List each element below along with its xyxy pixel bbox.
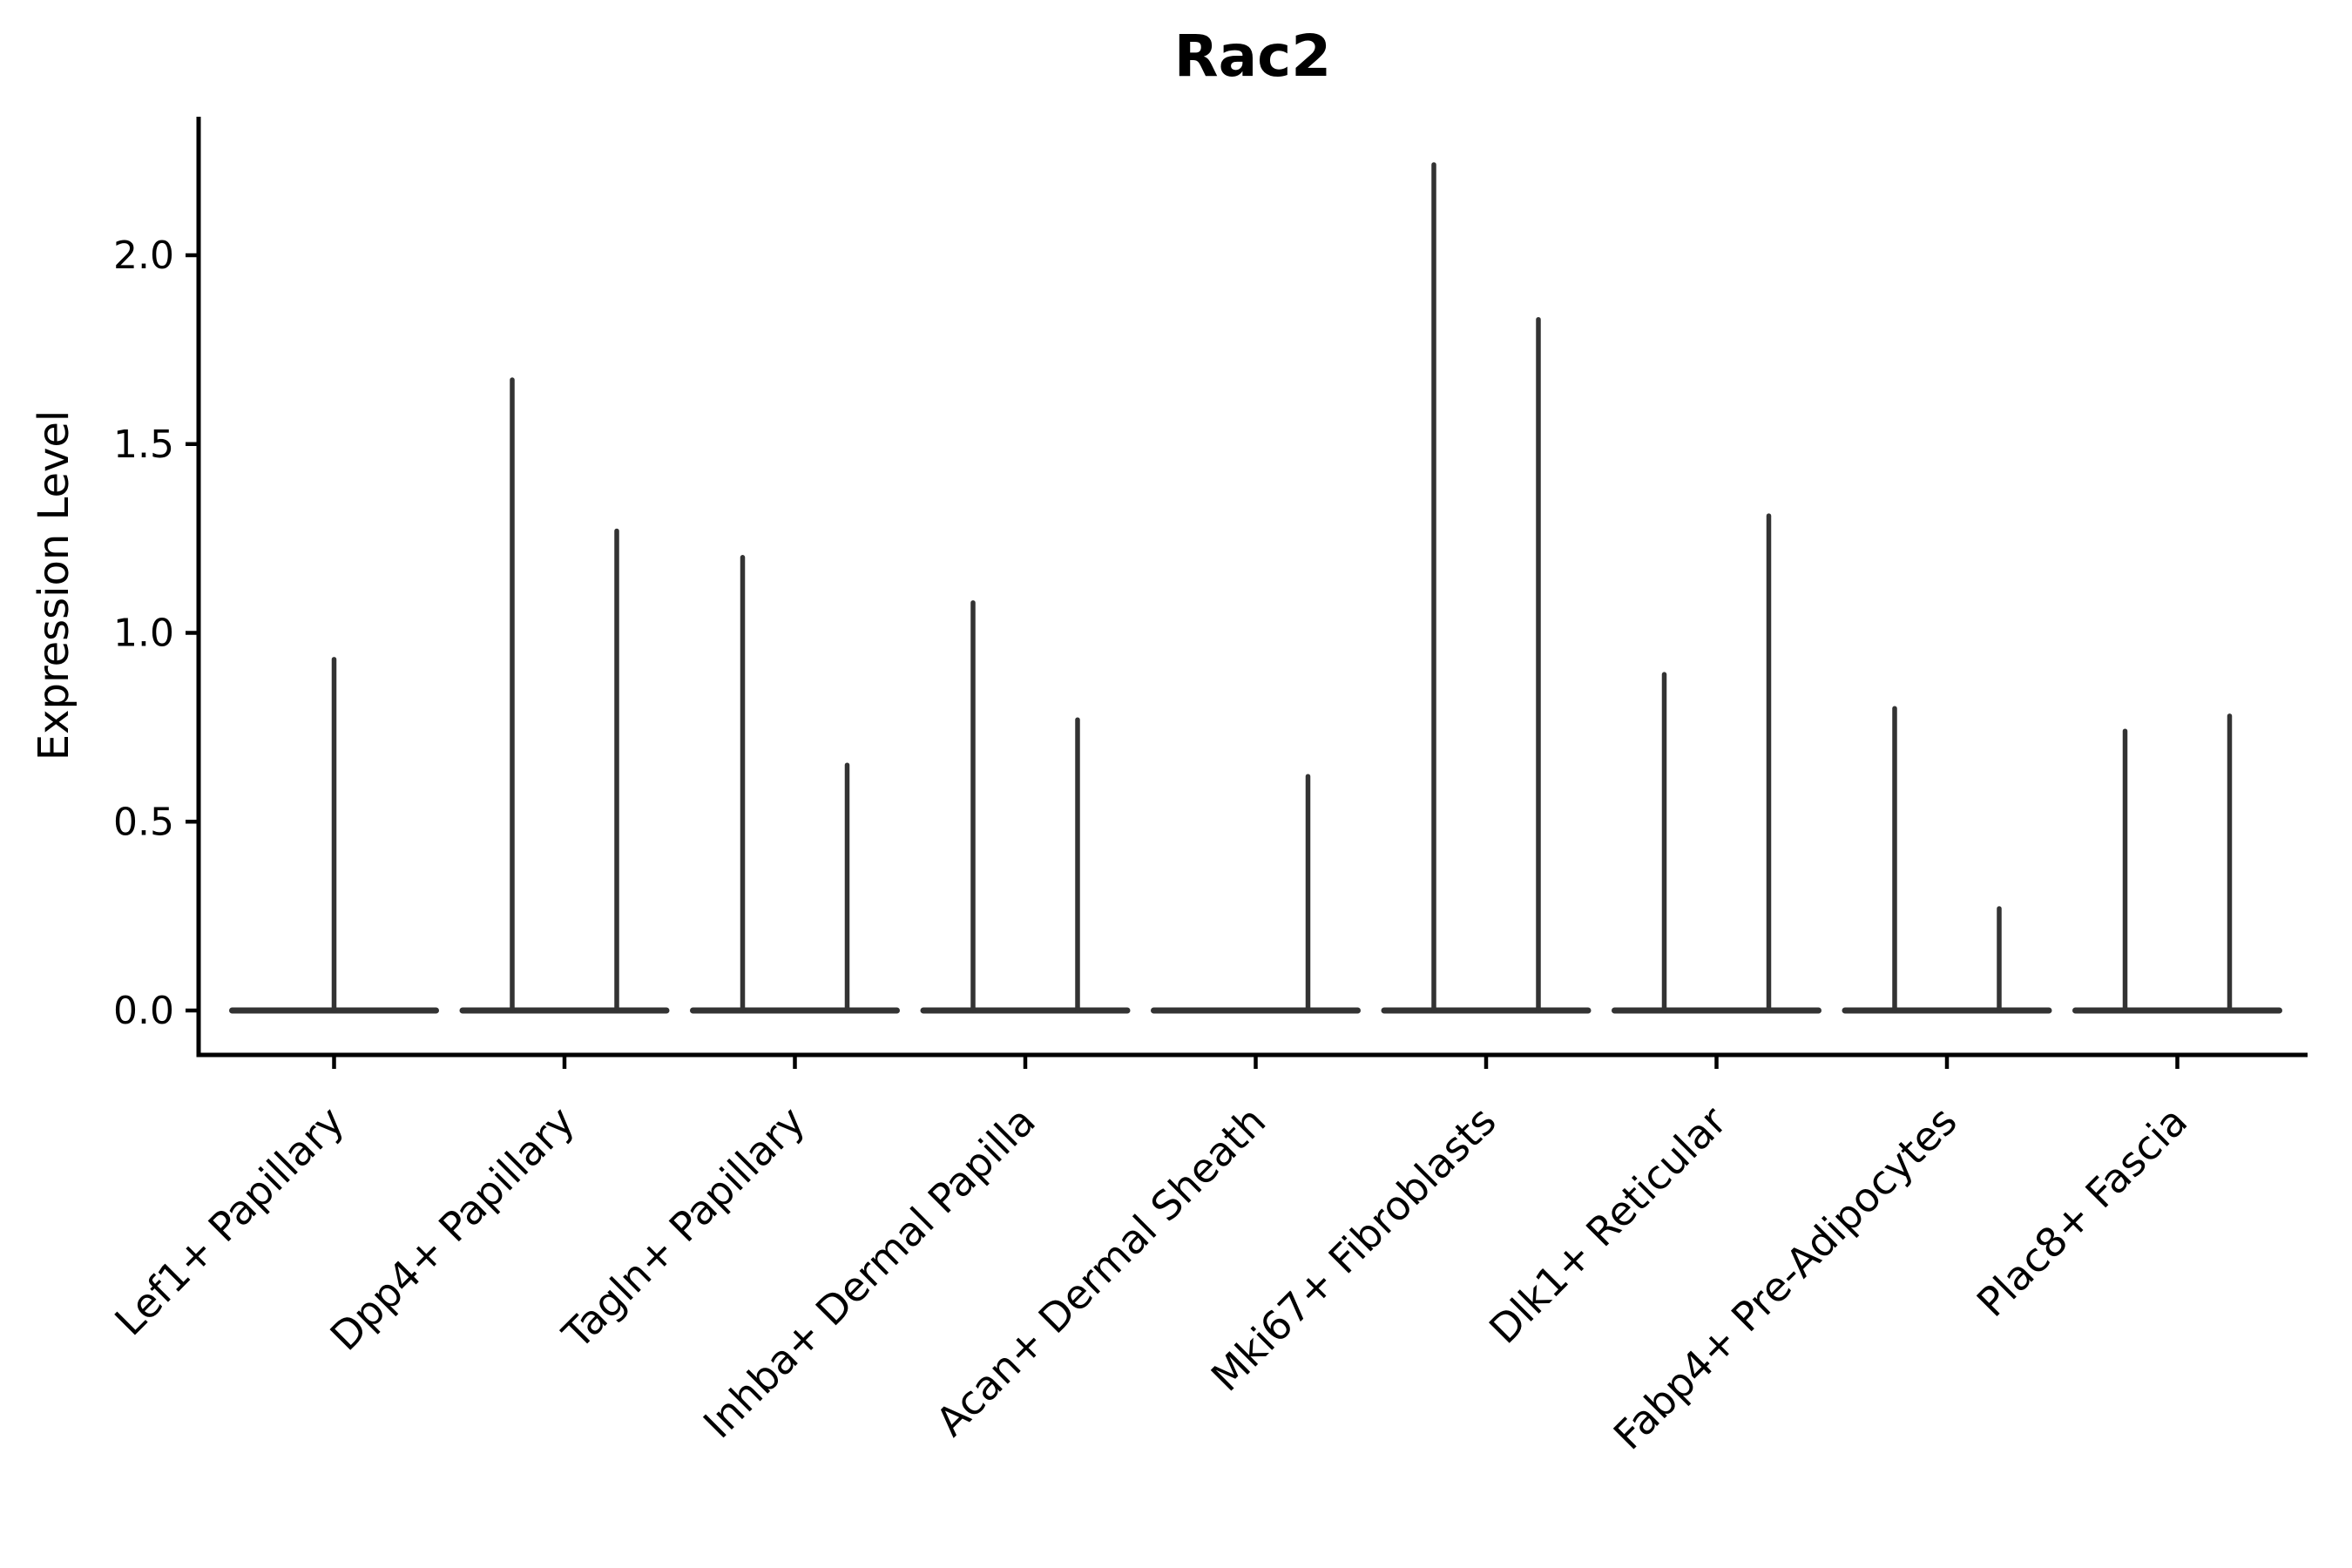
x-tick-label: Dlk1+ Reticular [1480,1098,1735,1353]
y-tick-label: 0.5 [113,800,174,844]
y-tick-label: 1.5 [113,422,174,467]
x-tick-label: Plac8+ Fascia [1968,1098,2196,1326]
y-tick-label: 1.0 [113,612,174,656]
chart-title: Rac2 [1173,23,1332,90]
y-tick-label: 2.0 [113,233,174,278]
x-tick-label: Tagln+ Papillary [553,1098,814,1359]
y-tick-label: 0.0 [113,989,174,1033]
x-tick-label: Lef1+ Papillary [105,1098,353,1345]
x-tick-label: Dpp4+ Papillary [321,1098,584,1360]
